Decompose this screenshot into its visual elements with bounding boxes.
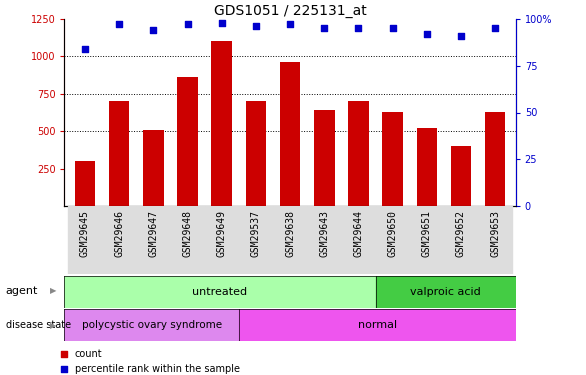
Point — [251, 23, 261, 29]
Bar — [376, 206, 410, 274]
Point — [183, 21, 192, 27]
Point — [354, 25, 363, 31]
Point — [388, 25, 397, 31]
Bar — [177, 77, 197, 206]
Text: valproic acid: valproic acid — [410, 286, 481, 297]
Bar — [171, 206, 205, 274]
Bar — [478, 206, 512, 274]
Bar — [485, 112, 505, 206]
Bar — [205, 206, 239, 274]
Bar — [246, 101, 266, 206]
Text: percentile rank within the sample: percentile rank within the sample — [75, 364, 240, 374]
Bar — [348, 101, 369, 206]
Bar — [68, 206, 102, 274]
Text: GSM29653: GSM29653 — [490, 210, 500, 256]
Bar — [444, 206, 478, 274]
Text: GSM29537: GSM29537 — [251, 210, 261, 256]
Point — [60, 351, 69, 357]
Text: disease state: disease state — [6, 320, 71, 330]
Point — [149, 27, 158, 33]
Bar — [280, 62, 300, 206]
Bar — [136, 206, 171, 274]
Text: count: count — [75, 349, 103, 359]
Bar — [410, 206, 444, 274]
Point — [80, 46, 90, 52]
Bar — [109, 101, 130, 206]
Text: GSM29646: GSM29646 — [114, 210, 124, 256]
Text: polycystic ovary syndrome: polycystic ovary syndrome — [81, 320, 222, 330]
Text: GSM29644: GSM29644 — [353, 210, 363, 256]
Bar — [314, 110, 335, 206]
Bar — [64, 276, 376, 308]
Text: GSM29650: GSM29650 — [387, 210, 398, 256]
Bar — [451, 146, 471, 206]
Bar — [382, 112, 403, 206]
Text: GSM29647: GSM29647 — [148, 210, 158, 256]
Point — [217, 20, 226, 26]
Bar — [239, 206, 273, 274]
Text: GSM29643: GSM29643 — [319, 210, 329, 256]
Bar — [143, 130, 163, 206]
Text: GSM29638: GSM29638 — [285, 210, 295, 256]
Text: ▶: ▶ — [50, 321, 56, 330]
Text: ▶: ▶ — [50, 286, 56, 295]
Bar — [341, 206, 376, 274]
Bar — [75, 161, 95, 206]
Bar — [376, 276, 516, 308]
Bar — [102, 206, 136, 274]
Point — [114, 21, 124, 27]
Point — [60, 366, 69, 372]
Bar — [64, 309, 239, 341]
Text: normal: normal — [357, 320, 397, 330]
Bar — [273, 206, 307, 274]
Text: GSM29649: GSM29649 — [217, 210, 227, 256]
Point — [319, 25, 329, 31]
Bar — [239, 309, 516, 341]
Text: agent: agent — [6, 286, 38, 296]
Bar — [212, 41, 232, 206]
Point — [422, 31, 431, 37]
Text: GSM29645: GSM29645 — [80, 210, 90, 256]
Text: GSM29652: GSM29652 — [456, 210, 466, 256]
Text: GSM29648: GSM29648 — [182, 210, 193, 256]
Point — [285, 21, 295, 27]
Text: untreated: untreated — [192, 286, 247, 297]
Title: GDS1051 / 225131_at: GDS1051 / 225131_at — [214, 4, 366, 18]
Bar — [417, 128, 437, 206]
Bar — [307, 206, 341, 274]
Point — [456, 33, 466, 39]
Text: GSM29651: GSM29651 — [422, 210, 432, 256]
Point — [490, 25, 500, 31]
